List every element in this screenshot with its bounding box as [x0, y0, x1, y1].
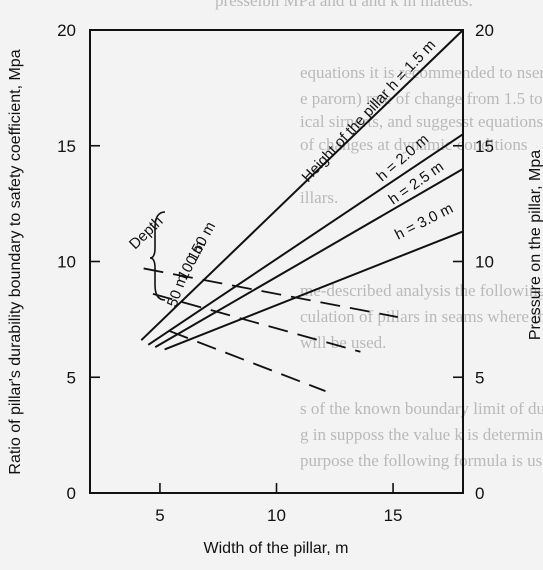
- depth-line-150-m: [143, 267, 398, 318]
- x-tick-label: 15: [384, 506, 403, 525]
- background-text-line: e parorn) rate of change from 1.5 to: [300, 89, 543, 108]
- background-text-line: s of the known boundary limit of durabil…: [300, 399, 543, 418]
- background-page-text: presseibn MPa and u and k in mateus. equa…: [215, 0, 543, 470]
- depth-bracket: [149, 211, 166, 301]
- background-text-line: me-described analysis the following meth…: [300, 281, 543, 300]
- background-text-line: will be used.: [300, 333, 386, 352]
- series-line-h-2-5-m: [154, 168, 464, 349]
- series-lines: [140, 29, 464, 351]
- y-tick-label-left: 20: [57, 21, 76, 40]
- y-axis-right-title: Pressure on the pillar, Mpa: [527, 150, 543, 340]
- y-tick-label-left: 0: [67, 484, 76, 503]
- background-text-line: g in supposs the value k is determined: [300, 425, 543, 444]
- depth-line-50-m: [168, 330, 326, 392]
- y-tick-label-right: 15: [475, 137, 494, 156]
- y-tick-label-right: 0: [475, 484, 484, 503]
- series-line-h-3-0-m: [164, 230, 464, 351]
- x-tick-label: 10: [267, 506, 286, 525]
- y-tick-label-left: 10: [57, 253, 76, 272]
- y-tick-label-right: 10: [475, 253, 494, 272]
- series-line-h-1-5-m: [140, 29, 464, 341]
- background-text-line: equations it is recommended to nseri the…: [300, 63, 543, 82]
- y-tick-label-right: 20: [475, 21, 494, 40]
- background-text-line: illars.: [300, 188, 338, 207]
- background-text-line: presseibn MPa and u and k in mateus.: [215, 0, 473, 10]
- x-axis-title: Width of the pillar, m: [204, 540, 349, 557]
- y-tick-label-left: 15: [57, 137, 76, 156]
- background-text-line: ical sirnerts, and suggesst equations: [300, 112, 543, 131]
- depth-lines: [143, 267, 398, 392]
- background-text-line: of changes at dynamic conditions: [300, 135, 528, 154]
- depth-label: Depth: [126, 213, 167, 253]
- axis-ticks: 0 0 5 5 10 10 15 15 20 20 5 10 15: [57, 21, 494, 525]
- depth-line-100-m: [152, 293, 361, 353]
- x-tick-label: 5: [155, 506, 164, 525]
- y-tick-label-right: 5: [475, 368, 484, 387]
- y-tick-label-left: 5: [67, 368, 76, 387]
- background-text-line: purpose the following formula is used: [300, 451, 543, 470]
- background-text-line: culation of pillars in seams where the r…: [300, 307, 543, 326]
- y-axis-left-title: Ratio of pillar's durability boundary to…: [7, 49, 24, 474]
- series-line-h-2-0-m: [147, 133, 464, 346]
